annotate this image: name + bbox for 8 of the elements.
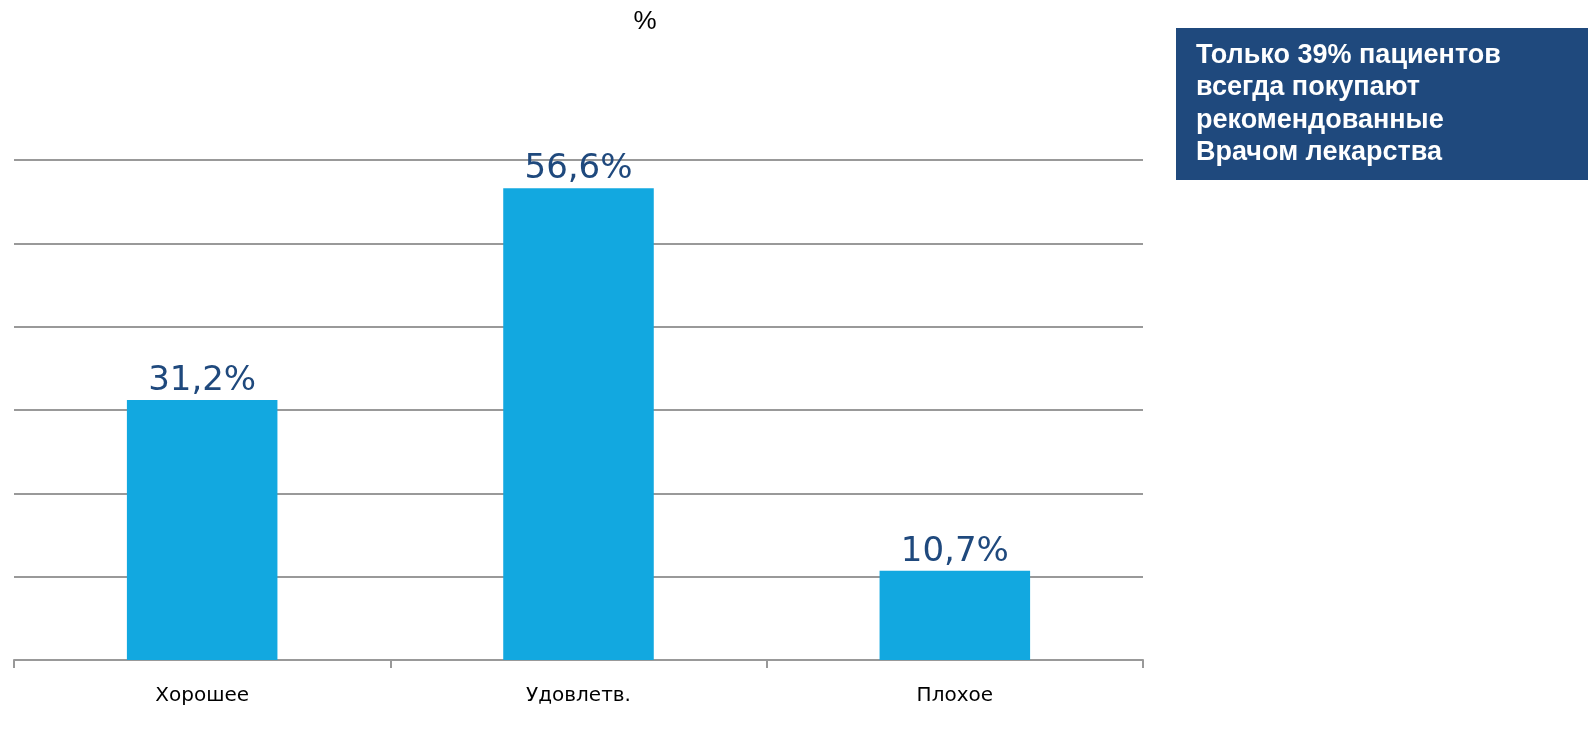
chart-title: % <box>633 5 657 35</box>
data-label: 31,2% <box>148 358 257 398</box>
data-label: 56,6% <box>524 146 633 187</box>
data-label: 10,7% <box>900 528 1009 569</box>
x-tick-label: Удовлетв. <box>526 682 631 706</box>
x-tick-label: Плохое <box>916 682 994 706</box>
x-tick-label: Хорошее <box>155 682 250 706</box>
text: Только 39% пациентов всегда покупают рекомендованные Врачом лекарства <box>1176 28 1588 180</box>
